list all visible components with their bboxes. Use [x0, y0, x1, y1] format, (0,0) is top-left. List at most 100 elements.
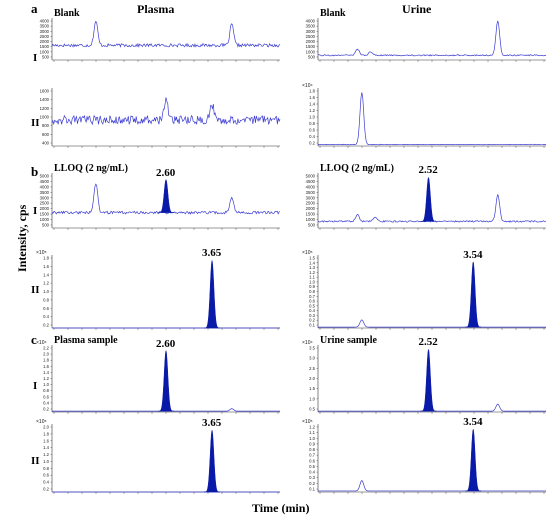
- y-tick-label: 0.4: [43, 400, 49, 405]
- chromatogram-trace: [51, 20, 281, 48]
- y-tick-label: 1.6: [43, 438, 49, 443]
- y-tick-label: 0.4: [309, 134, 315, 139]
- y-tick-label: 0.2: [43, 323, 49, 328]
- y-tick-label: 0.8: [309, 121, 315, 126]
- y-tick-label: 1.8: [43, 256, 49, 261]
- scale-factor-label: ×10⁵: [302, 419, 313, 425]
- y-tick-label: 4000: [306, 19, 316, 24]
- y-tick-label: 0.1: [309, 323, 315, 328]
- y-tick-label: 0.5: [309, 464, 315, 469]
- y-tick-label: 1500: [40, 44, 50, 49]
- y-tick-label: 1.6: [309, 95, 315, 100]
- y-tick-label: 0.4: [43, 314, 49, 319]
- y-tick-label: 3000: [40, 195, 50, 200]
- y-tick-label: 5000: [40, 174, 50, 179]
- panel-annotation: LLOQ (2 ng/mL): [54, 163, 128, 174]
- section-label-c: c: [31, 332, 37, 347]
- panel-b-plasma-II: 1.8 1.6 1.4 1.2 1.0 0.8 0.6 0.4 0.2 ×10⁵: [36, 250, 280, 330]
- y-tick-label: 0.1: [309, 487, 315, 492]
- y-tick-label: 3000: [306, 29, 316, 34]
- y-tick-label: 1.0: [43, 382, 49, 387]
- y-tick-label: 1.6: [43, 364, 49, 369]
- panel-annotation: Plasma sample: [54, 335, 118, 346]
- y-tick-label: 2000: [306, 39, 316, 44]
- analyte-peak-filled: [420, 348, 437, 412]
- y-tick-label: 3500: [40, 24, 50, 29]
- y-tick-label: 1.4: [43, 445, 49, 450]
- y-tick-label: 0.2: [43, 407, 49, 412]
- retention-time-label: 3.54: [463, 416, 483, 429]
- y-tick-label: 1500: [306, 44, 316, 49]
- y-tick-label: 1.4: [43, 370, 49, 375]
- row-label-a-I: I: [33, 52, 38, 64]
- y-tick-label: 1500: [40, 212, 50, 217]
- y-tick-label: 4000: [306, 184, 316, 189]
- y-tick-label: 2500: [40, 34, 50, 39]
- y-tick-label: 1.0: [309, 396, 315, 401]
- y-tick-label: 0.2: [309, 141, 315, 146]
- y-tick-label: 1.0: [309, 436, 315, 441]
- y-tick-label: 0.6: [43, 394, 49, 399]
- chromatogram-trace: [318, 479, 546, 492]
- panel-c-plasma-II: 2.01.8 1.6 1.4 1.2 1.0 0.8 0.6 0.4 0.2 ×10⁵: [36, 419, 280, 494]
- y-tick-label: 0.4: [43, 480, 49, 485]
- y-tick-label: 1.2: [309, 425, 315, 430]
- y-tick-label: 0.2: [309, 481, 315, 486]
- y-tick-label: 2000: [306, 206, 316, 211]
- y-tick-label: 1400: [40, 97, 50, 102]
- y-tick-label: 3.0: [309, 356, 315, 361]
- y-tick-label: 1500: [306, 212, 316, 217]
- y-tick-label: 2500: [40, 201, 50, 206]
- y-tick-label: 4000: [40, 184, 50, 189]
- y-tick-label: 0.4: [309, 308, 315, 313]
- y-tick-label: 0.3: [309, 475, 315, 480]
- analyte-peak-filled: [420, 176, 437, 222]
- analyte-peak-filled: [203, 259, 220, 329]
- y-tick-label: 1.5: [309, 256, 315, 261]
- y-tick-label: 800: [42, 123, 50, 128]
- y-tick-label: 1600: [40, 89, 50, 94]
- row-label-b-II: II: [31, 284, 40, 296]
- y-tick-label: 1000: [306, 49, 316, 54]
- y-tick-label: 2000: [40, 206, 50, 211]
- panel-c-plasma-I: 2.22.01.81.61.41.21.00.80.60.4 0.2 ×10⁴: [36, 340, 280, 414]
- y-tick-label: 3500: [40, 190, 50, 195]
- retention-time-label: 3.65: [202, 247, 222, 260]
- scale-factor-label: ×10⁵: [302, 250, 313, 256]
- y-tick-label: 1.2: [309, 270, 315, 275]
- row-label-a-II: II: [31, 117, 40, 129]
- y-tick-label: 0.5: [309, 303, 315, 308]
- chromatogram-trace: [317, 20, 547, 57]
- y-tick-label: 1200: [40, 106, 50, 111]
- panel-a-urine-II: 1.81.6 1.41.2 1.00.8 0.60.4 0.2 ×10⁴: [302, 83, 547, 148]
- y-tick-label: 2000: [40, 39, 50, 44]
- retention-time-label: 2.60: [156, 337, 176, 350]
- y-tick-label: 1.3: [309, 265, 315, 270]
- y-tick-label: 2.5: [309, 366, 315, 371]
- row-label-c-II: II: [31, 455, 40, 467]
- y-tick-label: 2500: [306, 201, 316, 206]
- y-tick-label: 0.8: [309, 289, 315, 294]
- y-tick-label: 1.2: [43, 452, 49, 457]
- y-tick-label: 1000: [40, 49, 50, 54]
- y-tick-label: 0.2: [309, 318, 315, 323]
- column-title-plasma: Plasma: [137, 2, 175, 16]
- chromatogram-trace: [51, 183, 281, 215]
- y-tick-label: 500: [42, 55, 50, 60]
- y-tick-label: 2.0: [43, 425, 49, 430]
- y-tick-label: 1.1: [309, 275, 315, 280]
- y-tick-label: 1.8: [43, 431, 49, 436]
- y-tick-label: 1.5: [309, 386, 315, 391]
- scale-factor-label: ×10⁵: [36, 419, 47, 425]
- y-tick-label: 2.0: [43, 352, 49, 357]
- y-tick-label: 1.8: [43, 358, 49, 363]
- y-tick-label: 3500: [306, 190, 316, 195]
- x-axis-title: Time (min): [252, 501, 310, 515]
- y-tick-label: 1000: [40, 115, 50, 120]
- y-tick-label: 1.4: [43, 272, 49, 277]
- y-tick-label: 0.7: [309, 453, 315, 458]
- panel-c-urine-I: 3.5 3.0 2.5 2.0 1.5 1.0 0.5 ×10⁴: [302, 340, 546, 414]
